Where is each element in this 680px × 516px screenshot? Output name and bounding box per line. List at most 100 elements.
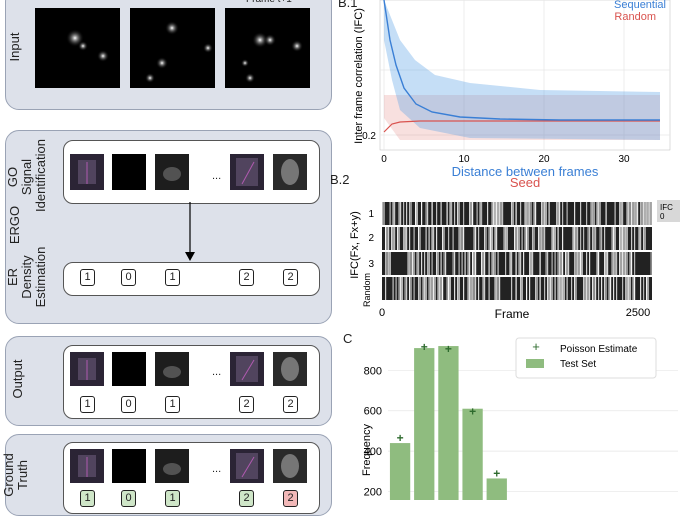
heatmap-cell [436, 227, 438, 250]
heatmap-cell [520, 202, 522, 225]
heatmap-cell [491, 227, 493, 250]
heatmap-cell [586, 252, 588, 275]
heatmap-cell [392, 202, 394, 225]
heatmap-cell [595, 227, 597, 250]
heatmap-cell [574, 277, 576, 300]
heatmap-cell [512, 202, 514, 225]
heatmap-cell [575, 252, 577, 275]
heatmap-cell [560, 277, 562, 300]
heatmap-cell [625, 227, 627, 250]
heatmap-cell [583, 227, 585, 250]
heatmap-cell [419, 277, 421, 300]
go-crop-1 [70, 154, 104, 190]
gt-count-3: 1 [165, 490, 180, 507]
gt-count-1: 1 [80, 490, 95, 507]
heatmap-cell [629, 252, 631, 275]
heatmap-cell [406, 227, 408, 250]
ifc-gridlines [380, 0, 670, 150]
go-crop-4 [230, 154, 264, 190]
heatmap-cell [482, 252, 484, 275]
heatmap-cell [545, 202, 547, 225]
heatmap-row-label-2: 2 [368, 233, 374, 244]
heatmap-cell [511, 252, 513, 275]
heatmap-cell [598, 202, 600, 225]
heatmap-cell [392, 227, 394, 250]
heatmap-cell [593, 227, 595, 250]
heatmap-cell [545, 252, 547, 275]
heatmap-cell [631, 227, 633, 250]
heatmap-cell [554, 227, 556, 250]
heatmap-row-1 [382, 202, 652, 225]
output-ellipsis: ... [212, 366, 222, 378]
heatmap-cell [605, 277, 607, 300]
gt-crop-5 [273, 449, 307, 483]
heatmap-cell [425, 277, 427, 300]
heatmap-cell [611, 227, 613, 250]
heatmap-cell [431, 202, 433, 225]
heatmap-cell [580, 202, 582, 225]
heatmap-cell [494, 252, 496, 275]
poisson-point-4: + [493, 466, 500, 480]
heatmap-cell [406, 202, 408, 225]
heatmap-cell [424, 277, 426, 300]
heatmap-cell [484, 252, 486, 275]
heatmap-cell [511, 277, 513, 300]
poisson-point-0: + [397, 431, 404, 445]
go-to-er-arrow [185, 202, 195, 261]
heatmap-cell [571, 277, 573, 300]
heatmap-cell [482, 277, 484, 300]
heatmap-cell [548, 202, 550, 225]
output-count-3: 1 [165, 396, 180, 413]
bar-2 [438, 346, 459, 500]
gt-crop-2 [112, 449, 146, 483]
heatmap-cell [404, 277, 406, 300]
heatmap-cell [424, 252, 426, 275]
heatmap-cell [623, 227, 625, 250]
heatmap-cell [518, 227, 520, 250]
heatmap-cell [427, 252, 429, 275]
ifc-heatmap-chart: IFC(Fx, Fx+y) Random 1 2 3 0 2500 Frame … [349, 200, 680, 320]
heatmap-cell [452, 252, 454, 275]
heatmap-cell [613, 252, 615, 275]
heatmap-cell [410, 252, 412, 275]
heatmap-cell [557, 252, 559, 275]
heatmap-rows [382, 202, 652, 300]
heatmap-cell [647, 202, 649, 225]
heatmap-cell [520, 277, 522, 300]
heatmap-cell [629, 202, 631, 225]
heatmap-cell [547, 252, 549, 275]
heatmap-cell [596, 202, 598, 225]
heatmap-cell [409, 252, 411, 275]
heatmap-cell [647, 277, 649, 300]
heatmap-cell [614, 227, 616, 250]
heatmap-cell [458, 227, 460, 250]
heatmap-cell [503, 227, 505, 250]
heatmap-cell [484, 277, 486, 300]
heatmap-cell [382, 202, 384, 225]
heatmap-cell [542, 227, 544, 250]
heatmap-cell [475, 277, 477, 300]
heatmap-cell [518, 252, 520, 275]
ifc-xlabel-seed: Seed [510, 175, 540, 190]
heatmap-cell [385, 277, 387, 300]
gt-crop-1 [70, 449, 104, 483]
heatmap-cell [448, 277, 450, 300]
heatmap-cell [619, 227, 621, 250]
legend-random: Random [614, 11, 656, 23]
heatmap-cell [406, 277, 408, 300]
heatmap-cell [473, 227, 475, 250]
heatmap-cell [644, 227, 646, 250]
heatmap-cell [443, 252, 445, 275]
er-box [63, 262, 320, 296]
heatmap-cell [538, 227, 540, 250]
heatmap-cell [488, 252, 490, 275]
heatmap-cell [500, 202, 502, 225]
heatmap-cell [494, 202, 496, 225]
heatmap-cell [539, 277, 541, 300]
heatmap-cell [643, 277, 645, 300]
heatmap-cell [430, 277, 432, 300]
heatmap-cell [413, 277, 415, 300]
heatmap-cell [532, 252, 534, 275]
heatmap-cell [506, 227, 508, 250]
gt-crop-4 [230, 449, 264, 483]
